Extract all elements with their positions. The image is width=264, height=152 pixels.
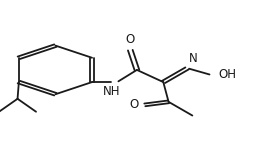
Text: O: O bbox=[126, 33, 135, 46]
Text: NH: NH bbox=[103, 85, 121, 98]
Text: N: N bbox=[189, 52, 198, 65]
Text: OH: OH bbox=[218, 68, 236, 81]
Text: O: O bbox=[129, 98, 138, 111]
